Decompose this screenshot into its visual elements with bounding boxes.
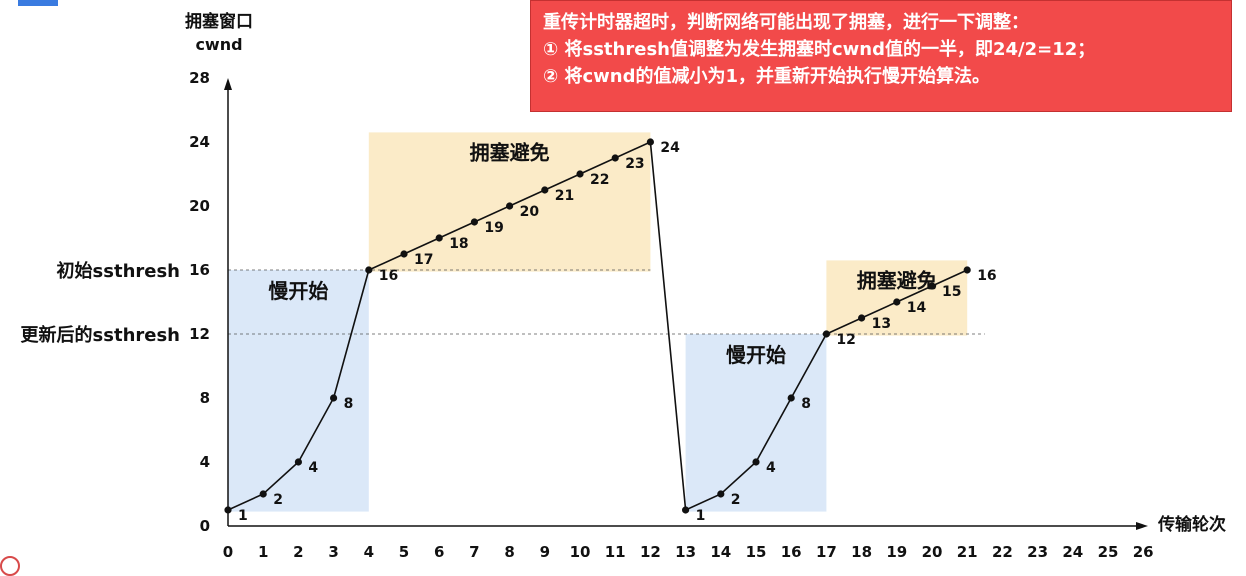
x-tick-label: 7: [469, 543, 479, 561]
x-axis-title: 传输轮次: [1157, 514, 1226, 535]
callout-line-3: ② 将cwnd的值减小为1，并重新开始执行慢开始算法。: [543, 66, 991, 87]
callout-line-2: ① 将ssthresh值调整为发生拥塞时cwnd值的一半，即24/2=12；: [543, 39, 1096, 60]
data-point: [506, 202, 514, 210]
x-tick-label: 13: [675, 543, 696, 561]
data-point-label: 8: [801, 396, 811, 412]
x-tick-label: 26: [1133, 543, 1154, 561]
region-label: 慢开始: [268, 279, 328, 303]
data-point: [294, 458, 302, 466]
x-tick-label: 6: [434, 543, 444, 561]
x-tick-label: 4: [364, 543, 374, 561]
region-label: 慢开始: [726, 343, 786, 367]
data-point: [717, 490, 725, 498]
data-point: [224, 506, 232, 514]
data-point-label: 2: [273, 492, 283, 508]
x-tick-label: 5: [399, 543, 409, 561]
threshold-label: 初始ssthresh: [57, 260, 180, 282]
data-point: [963, 266, 971, 274]
x-tick-label: 11: [605, 543, 626, 561]
x-tick-label: 0: [223, 543, 233, 561]
x-tick-label: 3: [328, 543, 338, 561]
data-point: [611, 154, 619, 162]
data-point: [858, 314, 866, 322]
y-axis-title: 拥塞窗口: [185, 11, 253, 32]
data-point-label: 16: [977, 268, 996, 284]
x-tick-label: 12: [640, 543, 661, 561]
data-point-label: 17: [414, 252, 433, 268]
data-point: [470, 218, 478, 226]
data-point: [541, 186, 549, 194]
data-point-label: 20: [520, 204, 540, 220]
data-point-label: 18: [449, 236, 468, 252]
x-axis-arrow: [1136, 522, 1148, 530]
timeout-callout: 重传计时器超时，判断网络可能出现了拥塞，进行一下调整： ① 将ssthresh值…: [530, 0, 1232, 112]
y-tick-label: 16: [189, 261, 210, 279]
top-left-accent-mark: [18, 0, 58, 6]
data-point: [822, 330, 831, 338]
x-tick-label: 21: [957, 543, 978, 561]
region-label: 拥塞避免: [470, 140, 550, 164]
data-point-label: 12: [836, 332, 855, 348]
threshold-label: 更新后的ssthresh: [21, 324, 180, 346]
data-point: [576, 170, 584, 178]
x-tick-label: 9: [540, 543, 550, 561]
x-tick-label: 22: [992, 543, 1013, 561]
data-point-label: 8: [344, 396, 354, 412]
region-slow-start: [228, 270, 369, 512]
y-tick-label: 4: [200, 453, 210, 471]
data-point: [682, 506, 690, 514]
data-point-label: 24: [660, 140, 680, 156]
data-point: [365, 266, 373, 274]
x-tick-label: 19: [886, 543, 907, 561]
region-label: 拥塞避免: [857, 268, 937, 292]
data-point-label: 13: [872, 316, 891, 332]
data-point-label: 14: [907, 300, 927, 316]
x-tick-label: 24: [1062, 543, 1083, 561]
data-point-label: 16: [379, 268, 398, 284]
data-point: [330, 394, 338, 402]
data-point: [752, 458, 760, 466]
callout-line-1: 重传计时器超时，判断网络可能出现了拥塞，进行一下调整：: [543, 12, 1029, 33]
region-slow-start: [685, 334, 827, 512]
data-point: [787, 394, 795, 402]
y-tick-label: 8: [200, 389, 210, 407]
x-tick-label: 23: [1027, 543, 1048, 561]
y-tick-label: 20: [189, 197, 210, 215]
x-tick-label: 1: [258, 543, 268, 561]
data-point: [435, 234, 443, 242]
data-point: [259, 490, 267, 498]
y-tick-label: 24: [189, 133, 210, 151]
y-tick-label: 28: [189, 69, 210, 87]
data-point-label: 22: [590, 172, 609, 188]
series-line-2: [649, 141, 687, 511]
data-point-label: 1: [696, 508, 706, 524]
data-point-label: 21: [555, 188, 574, 204]
y-tick-label: 12: [189, 325, 210, 343]
data-point-label: 19: [484, 220, 503, 236]
data-point-label: 2: [731, 492, 741, 508]
x-tick-label: 18: [851, 543, 872, 561]
y-axis-arrow: [224, 78, 232, 90]
x-tick-label: 10: [570, 543, 591, 561]
y-axis-unit: cwnd: [195, 35, 242, 54]
data-point: [893, 298, 901, 306]
x-tick-label: 2: [293, 543, 303, 561]
data-point-label: 4: [766, 460, 776, 476]
x-tick-label: 25: [1098, 543, 1119, 561]
data-point-label: 4: [308, 460, 318, 476]
data-point-label: 23: [625, 156, 644, 172]
y-tick-label: 0: [200, 517, 210, 535]
data-point-label: 1: [238, 508, 248, 524]
x-tick-label: 15: [746, 543, 767, 561]
x-tick-label: 17: [816, 543, 837, 561]
x-tick-label: 8: [504, 543, 514, 561]
x-tick-label: 14: [710, 543, 731, 561]
data-point: [646, 138, 655, 146]
data-point: [400, 250, 408, 258]
data-point-label: 15: [942, 284, 961, 300]
x-tick-label: 20: [922, 543, 943, 561]
data-point: [928, 282, 936, 290]
x-tick-label: 16: [781, 543, 802, 561]
